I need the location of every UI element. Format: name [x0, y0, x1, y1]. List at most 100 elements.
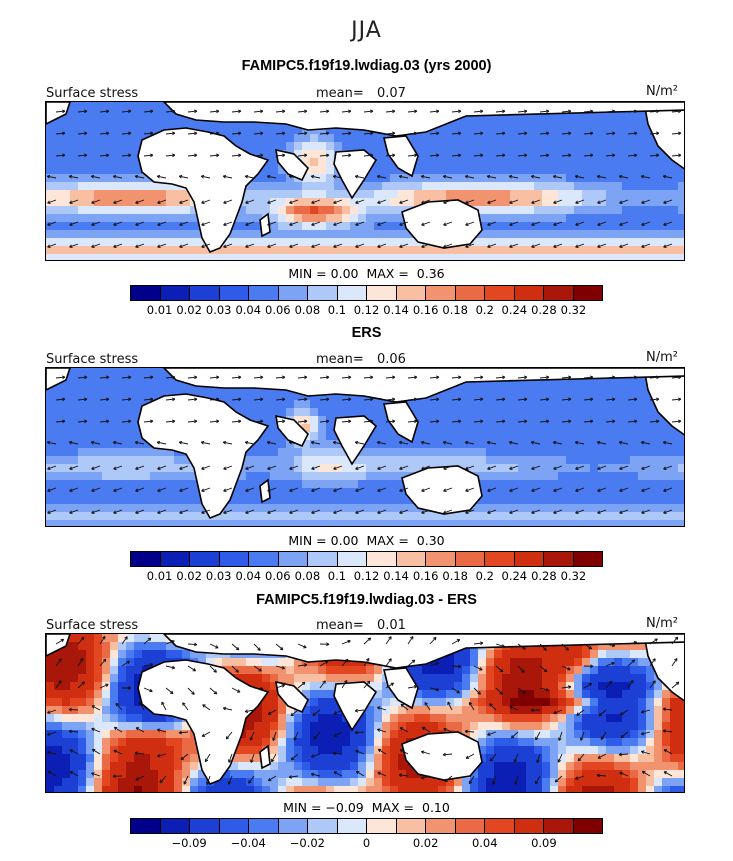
- wind-vector: [451, 420, 461, 423]
- field-cell: [438, 706, 447, 715]
- field-cell: [262, 238, 271, 247]
- field-cell: [70, 102, 79, 111]
- wind-vector: [165, 376, 175, 379]
- wind-vector-head: [597, 222, 601, 226]
- field-cell: [102, 126, 111, 135]
- wind-vector: [407, 420, 417, 423]
- wind-vector-head: [106, 153, 110, 158]
- wind-vector: [165, 398, 175, 401]
- field-cell: [302, 682, 311, 691]
- wind-vector-head: [370, 131, 374, 136]
- colorbar-tick-label: 0.14: [383, 569, 409, 583]
- wind-vector: [157, 199, 167, 204]
- field-cell: [422, 456, 431, 465]
- field-cell: [454, 512, 463, 521]
- field-cell: [566, 488, 575, 497]
- wind-vector-head: [634, 375, 638, 380]
- wind-vector: [297, 398, 307, 401]
- wind-vector-head: [348, 397, 352, 402]
- field-cell: [430, 190, 439, 199]
- field-cell: [382, 432, 391, 441]
- field-cell: [502, 512, 511, 521]
- field-cell: [278, 706, 287, 715]
- field-cell: [606, 246, 615, 255]
- wind-vector: [531, 509, 541, 514]
- field-cell: [302, 214, 311, 223]
- colorbar-tick-label: 0.04: [235, 303, 262, 317]
- colorbar-swatch: [426, 552, 456, 566]
- field-cell: [502, 698, 511, 707]
- field-cell: [374, 214, 383, 223]
- field-cell: [486, 166, 495, 175]
- field-cell: [70, 682, 79, 691]
- field-cell: [94, 142, 103, 151]
- field-cell: [646, 512, 655, 521]
- field-cell: [638, 642, 647, 651]
- wind-vector-head: [575, 222, 579, 226]
- field-cell: [502, 674, 511, 683]
- field-cell: [670, 238, 679, 247]
- wind-vector-head: [157, 244, 161, 248]
- field-cell: [374, 230, 383, 239]
- field-cell: [446, 158, 455, 167]
- wind-vector-head: [618, 440, 623, 445]
- wind-vector: [619, 175, 629, 179]
- field-cell: [286, 230, 295, 239]
- field-cell: [486, 230, 495, 239]
- wind-vector: [121, 420, 131, 423]
- field-cell: [150, 634, 159, 643]
- wind-vector: [355, 465, 365, 470]
- wind-vector-head: [509, 488, 513, 492]
- wind-vector: [355, 509, 365, 514]
- field-cell: [86, 166, 95, 175]
- field-cell: [486, 520, 495, 526]
- field-cell: [510, 674, 519, 683]
- field-cell: [470, 384, 479, 393]
- field-cell: [174, 488, 183, 497]
- field-cell: [126, 488, 135, 497]
- colorbar-swatch: [367, 286, 397, 300]
- field-cell: [518, 674, 527, 683]
- wind-vector-head: [531, 466, 535, 470]
- field-cell: [374, 504, 383, 513]
- field-cell: [630, 174, 639, 183]
- field-cell: [110, 496, 119, 505]
- field-cell: [614, 254, 623, 260]
- wind-vector: [583, 132, 593, 135]
- field-cell: [590, 496, 599, 505]
- field-cell: [374, 496, 383, 505]
- field-cell: [622, 650, 631, 659]
- field-cell: [654, 472, 663, 481]
- field-cell: [598, 674, 607, 683]
- field-cell: [294, 134, 303, 143]
- field-cell: [566, 650, 575, 659]
- field-cell: [326, 496, 335, 505]
- field-cell: [438, 658, 447, 667]
- wind-vector-head: [106, 131, 110, 136]
- field-cell: [606, 464, 615, 473]
- field-cell: [174, 464, 183, 473]
- field-cell: [102, 642, 111, 651]
- field-cell: [270, 448, 279, 457]
- wind-vector-head: [238, 375, 242, 380]
- field-cell: [414, 714, 423, 723]
- field-cell: [190, 222, 199, 231]
- field-cell: [518, 504, 527, 513]
- wind-vector: [165, 132, 175, 135]
- wind-vector: [333, 465, 343, 470]
- field-cell: [486, 706, 495, 715]
- field-cell: [654, 440, 663, 449]
- field-cell: [86, 464, 95, 473]
- field-cell: [398, 472, 407, 481]
- wind-vector-head: [662, 174, 667, 179]
- field-cell: [46, 432, 55, 441]
- field-cell: [518, 206, 527, 215]
- field-cell: [118, 126, 127, 135]
- field-cell: [134, 214, 143, 223]
- field-cell: [638, 456, 647, 465]
- field-cell: [358, 190, 367, 199]
- wind-vector-head: [480, 419, 484, 424]
- wind-vector-head: [421, 244, 425, 248]
- field-cell: [582, 384, 591, 393]
- field-cell: [246, 230, 255, 239]
